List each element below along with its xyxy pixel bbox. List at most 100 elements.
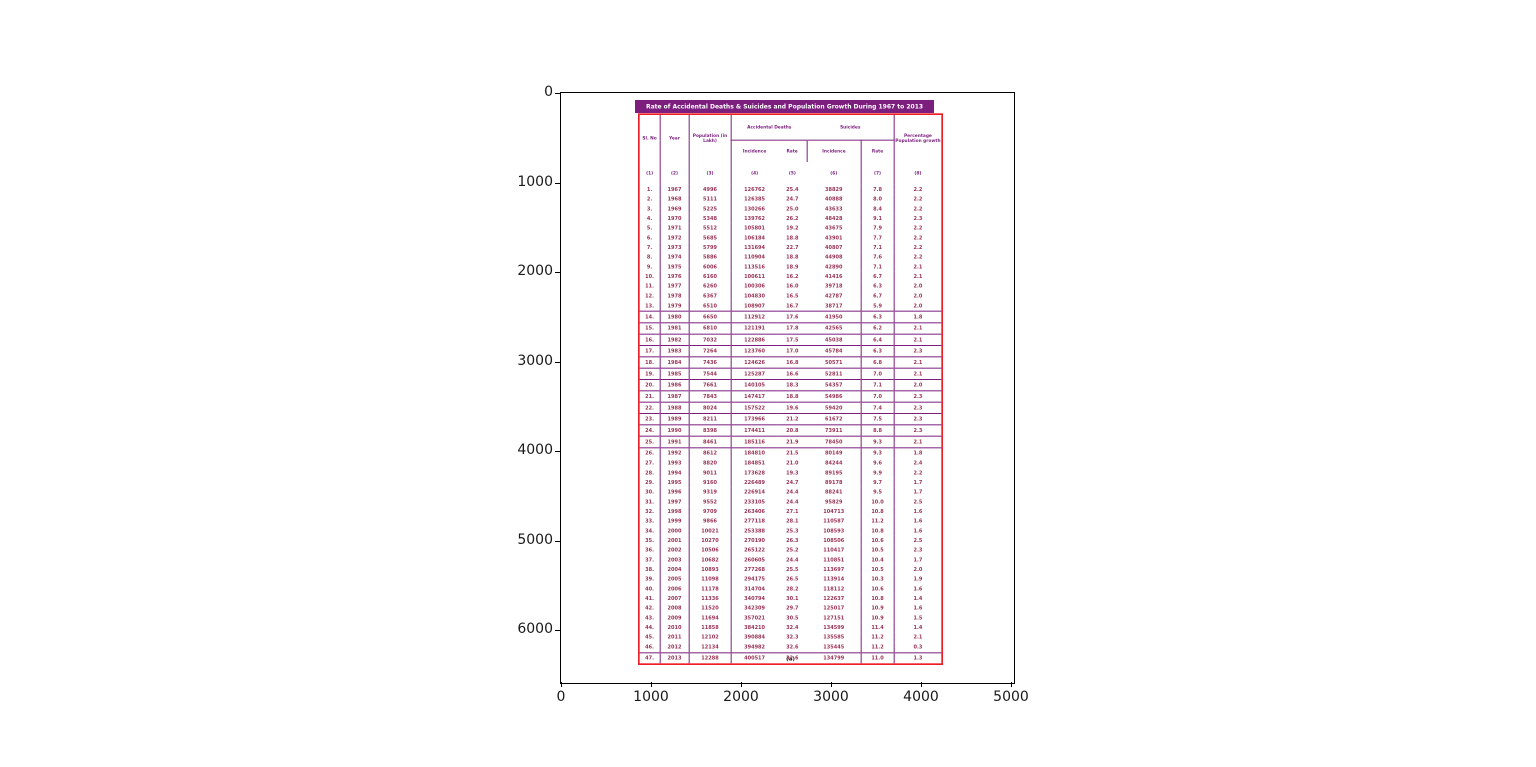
y-tick-mark <box>555 540 560 542</box>
table-cell: 1.6 <box>913 527 923 534</box>
table-cell: 2.3 <box>894 401 942 414</box>
table-cell: 1.8 <box>894 447 942 459</box>
y-tick-label: 1000 <box>517 173 553 190</box>
table-cell: 10.8 <box>860 593 895 604</box>
table-cell: 9.1 <box>860 213 895 224</box>
table-row: 33. 1999 9866 277118 28.1 110587 11.2 1.6 <box>639 516 942 526</box>
table-cell: 5685 <box>688 233 732 243</box>
header-population: Population (in Lakh) <box>688 114 732 163</box>
table-cell: 18.3 <box>777 379 807 391</box>
table-row: 22. 1988 8024 157522 19.6 59420 7.4 2.3 <box>639 401 942 414</box>
table-cell: 233105 <box>744 498 766 505</box>
table-cell: 11.2 <box>860 632 895 643</box>
table-title: Rate of Accidental Deaths & Suicides and… <box>635 100 934 113</box>
table-cell: 1988 <box>659 401 690 414</box>
table-cell: 11.4 <box>860 622 895 633</box>
table-cell: 6.7 <box>860 271 895 282</box>
table-cell: 17.6 <box>777 310 807 323</box>
table-cell: 1976 <box>659 271 690 282</box>
x-tick-label: 3000 <box>813 689 849 705</box>
table-cell: 1971 <box>659 223 690 234</box>
table-cell: 34. <box>639 525 661 536</box>
table-cell: 122637 <box>806 593 862 604</box>
x-tick-label: 5000 <box>993 689 1029 705</box>
table-row: 9. 1975 6006 113516 18.9 42890 7.1 2.1 <box>639 262 942 272</box>
plot-axes: Rate of Accidental Deaths & Suicides and… <box>517 84 1028 705</box>
table-cell: 10.5 <box>860 564 895 575</box>
table-cell: 113697 <box>806 564 862 575</box>
table-cell: 22. <box>639 401 661 414</box>
table-cell: 54986 <box>806 390 862 403</box>
table-cell: 134799 <box>806 652 862 664</box>
table-cell: 40. <box>639 584 661 594</box>
table-cell: 44. <box>639 622 661 633</box>
table-cell: 16.8 <box>777 356 807 369</box>
header-ad-incidence: Incidence <box>742 148 767 154</box>
table-cell: 24.4 <box>786 488 799 495</box>
table-cell: 7.4 <box>860 401 895 414</box>
table-cell: 131694 <box>744 244 766 251</box>
table-cell: 26.3 <box>786 537 799 544</box>
table-cell: 16. <box>639 333 661 346</box>
table-cell: 135445 <box>806 642 862 653</box>
table-cell: 1.6 <box>913 517 923 524</box>
table-cell: 270190 <box>744 537 766 544</box>
table-cell: 10.8 <box>860 525 895 536</box>
table-row: 7. 1973 5799 131694 22.7 40807 7.1 2.2 <box>639 242 942 253</box>
table-cell: 25.4 <box>786 186 799 193</box>
table-cell: 2.1 <box>894 333 942 346</box>
table-cell: 2.3 <box>894 344 942 357</box>
table-cell: 11178 <box>688 584 732 594</box>
table-cell: 10.9 <box>860 613 895 623</box>
table-cell: 43675 <box>806 223 862 234</box>
table-row: 16. 1982 7032 122886 17.5 45038 6.4 2.1 <box>639 333 942 346</box>
table-cell: 394982 <box>744 643 766 650</box>
table-cell: 2. <box>639 194 661 204</box>
table-cell: 18. <box>639 356 661 369</box>
header-col-number: (8) <box>914 170 922 176</box>
table-cell: 35. <box>639 535 661 546</box>
table-cell: 38717 <box>806 300 862 312</box>
header-col-number: (2) <box>659 162 690 185</box>
table-cell: 43. <box>639 613 661 623</box>
table-cell: 104713 <box>806 506 862 517</box>
table-cell: 4. <box>639 213 661 224</box>
table-row: 44. 2010 11858 384210 32.4 134599 11.4 1.4 <box>639 622 942 633</box>
table-cell: 1969 <box>659 203 690 214</box>
table-cell: 2.1 <box>913 263 923 270</box>
table-cell: 8. <box>639 252 661 263</box>
table-row: 30. 1996 9319 226914 24.4 88241 9.5 1.7 <box>639 487 942 497</box>
table-cell: 1.7 <box>913 479 923 486</box>
table-row: 18. 1984 7436 124626 16.8 50571 6.8 2.1 <box>639 356 942 369</box>
table-cell: 1997 <box>659 496 690 507</box>
table-cell: 185116 <box>730 435 778 448</box>
table-cell: 1987 <box>659 390 690 403</box>
table-cell: 46. <box>639 642 661 653</box>
table-row: 28. 1994 9011 173628 19.3 89195 9.9 2.2 <box>639 467 942 478</box>
table-cell: 2004 <box>659 564 690 575</box>
table-cell: 21.2 <box>777 413 807 425</box>
table-cell: 9866 <box>688 516 732 526</box>
table-cell: 43633 <box>806 203 862 214</box>
table-cell: 2.0 <box>913 292 923 299</box>
table-cell: 24.7 <box>786 195 799 202</box>
table-cell: 2.2 <box>913 254 923 261</box>
table-cell: 2009 <box>659 613 690 623</box>
table-cell: 18.8 <box>786 234 799 241</box>
table-cell: 6. <box>639 233 661 243</box>
table-cell: 118112 <box>806 584 862 594</box>
table-row: 42. 2008 11520 342309 29.7 125017 10.9 1.6 <box>639 603 942 614</box>
table-row: 4. 1970 5348 139762 26.2 48428 9.1 2.3 <box>639 213 942 224</box>
table-cell: 11. <box>639 281 661 292</box>
table-cell: 1993 <box>659 458 690 468</box>
table-cell: 2000 <box>659 525 690 536</box>
table-cell: 7436 <box>688 356 732 369</box>
table-cell: 16.7 <box>786 302 799 309</box>
table-cell: 7.7 <box>860 233 895 243</box>
table-row: 19. 1985 7544 125287 16.6 52811 7.0 2.1 <box>639 367 942 380</box>
table-cell: 1984 <box>659 356 690 369</box>
table-cell: 1.5 <box>913 614 923 621</box>
x-tick-mark <box>651 682 652 687</box>
table-cell: 2010 <box>659 622 690 633</box>
